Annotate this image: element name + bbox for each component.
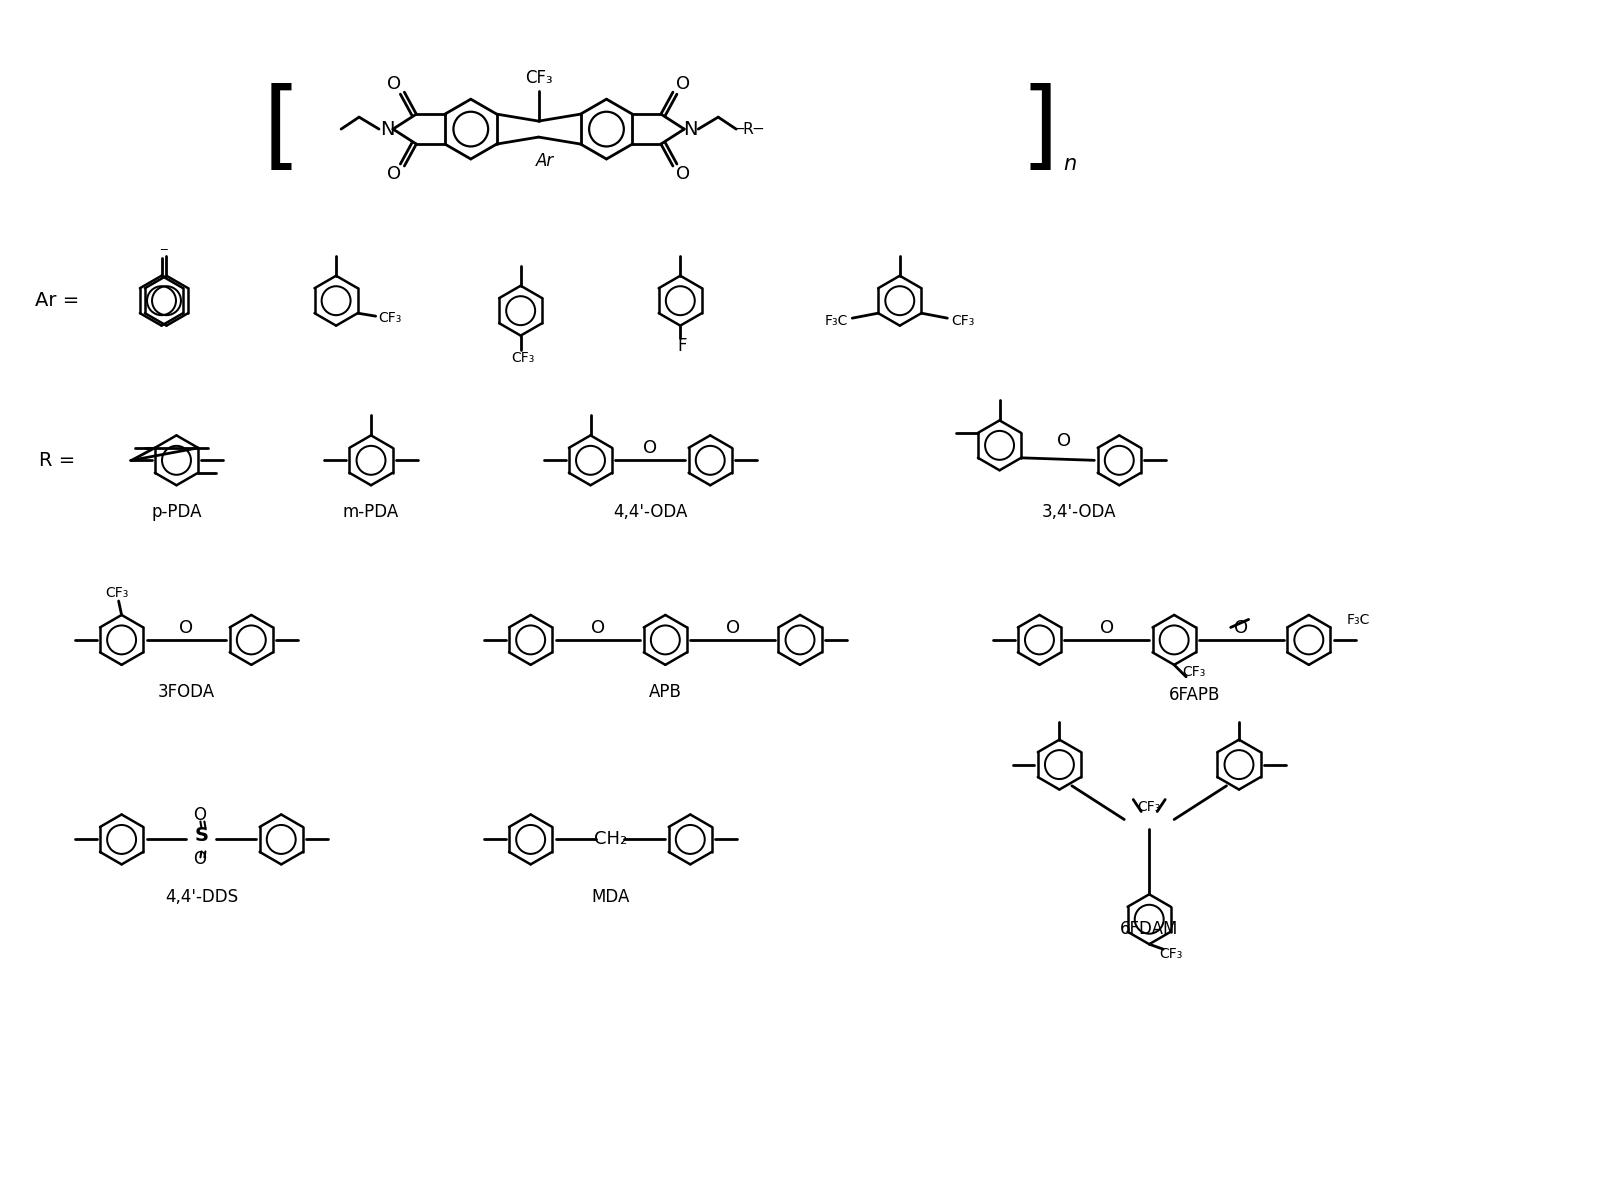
Text: F₃C: F₃C — [825, 314, 847, 328]
Text: CF₃: CF₃ — [951, 314, 975, 328]
Text: O: O — [726, 619, 739, 637]
Text: O: O — [1058, 432, 1072, 450]
Text: 6FDAM: 6FDAM — [1121, 920, 1179, 938]
Text: O: O — [1234, 619, 1248, 637]
Text: ]: ] — [1020, 82, 1059, 175]
Text: O: O — [192, 806, 205, 824]
Text: CF₃: CF₃ — [378, 311, 401, 326]
Text: 3FODA: 3FODA — [158, 682, 215, 700]
Text: m-PDA: m-PDA — [343, 503, 399, 521]
Text: O: O — [590, 619, 605, 637]
Text: N: N — [682, 119, 697, 138]
Text: O: O — [388, 75, 401, 93]
Text: n: n — [1062, 154, 1075, 174]
Text: 4,4'-DDS: 4,4'-DDS — [165, 889, 238, 907]
Text: CF₃: CF₃ — [511, 351, 534, 365]
Text: CF₃: CF₃ — [1182, 665, 1206, 679]
Text: CF₃: CF₃ — [1137, 801, 1161, 815]
Text: O: O — [676, 165, 690, 183]
Text: ─: ─ — [160, 243, 167, 254]
Text: 3,4'-ODA: 3,4'-ODA — [1041, 503, 1117, 521]
Text: O: O — [1100, 619, 1114, 637]
Text: [: [ — [262, 82, 301, 175]
Text: APB: APB — [648, 682, 682, 700]
Text: CH₂: CH₂ — [593, 830, 627, 848]
Text: O: O — [192, 851, 205, 869]
Text: F₃C: F₃C — [1347, 613, 1370, 628]
Text: CF₃: CF₃ — [1159, 947, 1184, 962]
Text: 4,4'-ODA: 4,4'-ODA — [613, 503, 687, 521]
Text: ─R─: ─R─ — [734, 122, 763, 136]
Text: O: O — [644, 439, 658, 457]
Text: S: S — [194, 826, 209, 845]
Text: R =: R = — [39, 451, 74, 470]
Text: MDA: MDA — [592, 889, 629, 907]
Text: N: N — [380, 119, 395, 138]
Text: F: F — [678, 336, 687, 354]
Text: Ar: Ar — [535, 152, 553, 171]
Text: O: O — [676, 75, 690, 93]
Text: O: O — [388, 165, 401, 183]
Text: CF₃: CF₃ — [526, 69, 553, 87]
Text: Ar =: Ar = — [34, 291, 79, 310]
Text: CF₃: CF₃ — [105, 586, 128, 600]
Text: 6FAPB: 6FAPB — [1169, 686, 1219, 704]
Text: p-PDA: p-PDA — [152, 503, 202, 521]
Text: O: O — [179, 619, 194, 637]
